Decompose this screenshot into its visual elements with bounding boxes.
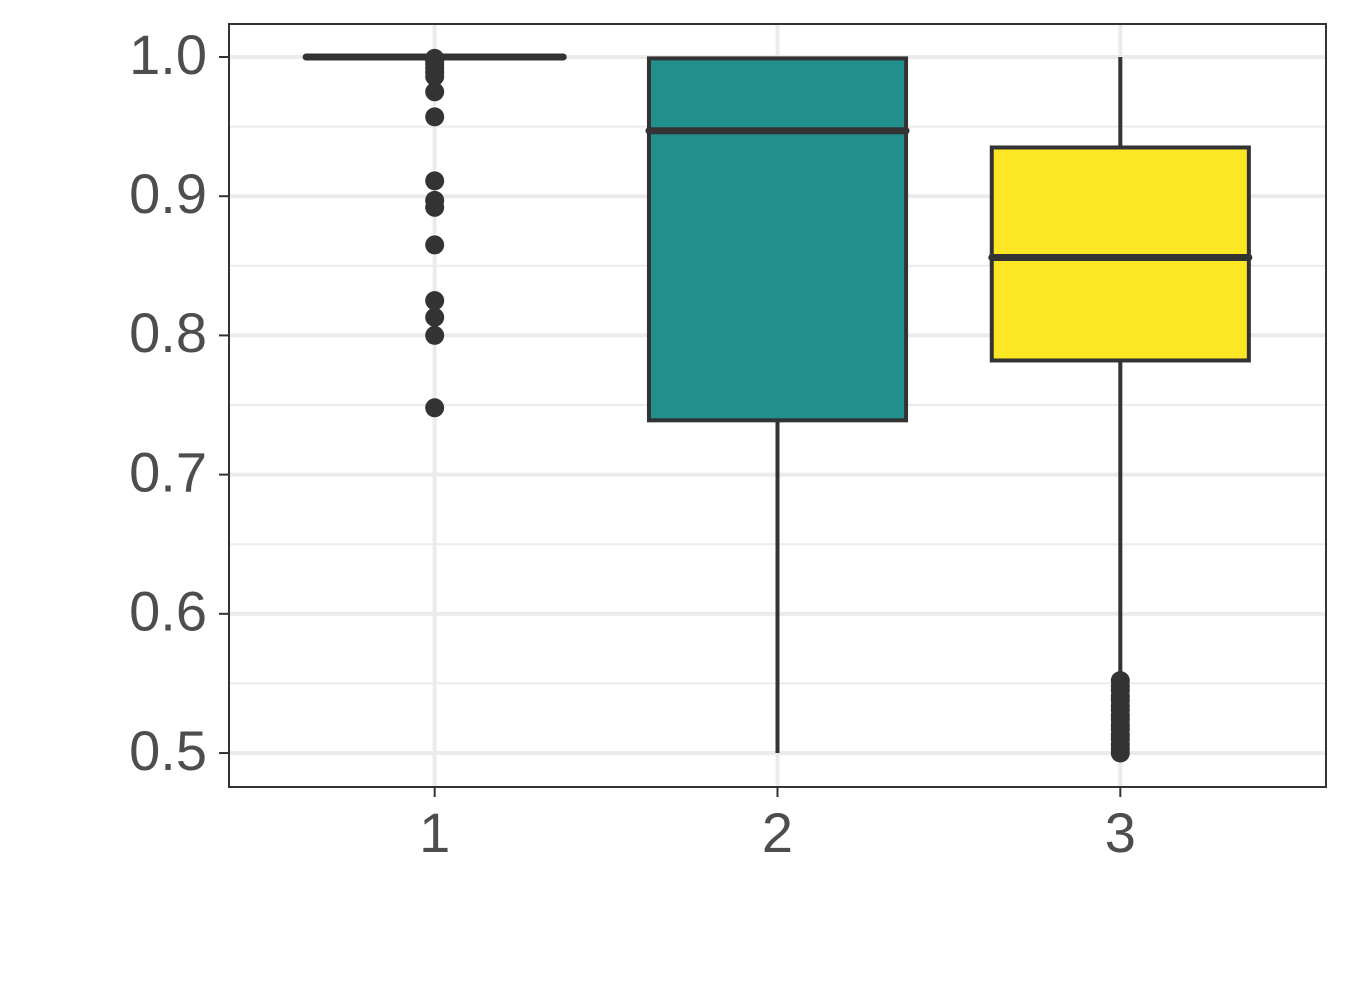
outlier <box>425 66 445 86</box>
outlier <box>425 398 445 418</box>
outlier <box>1110 743 1130 763</box>
outlier <box>425 171 445 191</box>
y-tick-label: 0.6 <box>129 580 207 643</box>
box <box>646 56 909 423</box>
outlier <box>425 197 445 217</box>
outlier <box>425 307 445 327</box>
outlier <box>425 291 445 311</box>
outlier <box>425 325 445 345</box>
plot-border <box>228 23 1327 788</box>
y-tick-label: 0.7 <box>129 440 207 503</box>
y-tick-label: 0.9 <box>129 162 207 225</box>
y-tick-label: 1.0 <box>129 23 207 86</box>
x-tick-label: 1 <box>419 801 450 864</box>
y-tick-label: 0.5 <box>129 719 207 782</box>
x-tick-label: 2 <box>762 801 793 864</box>
outlier <box>425 107 445 127</box>
x-tick-label: 3 <box>1105 801 1136 864</box>
outlier <box>425 235 445 255</box>
y-tick-label: 0.8 <box>129 301 207 364</box>
outlier <box>425 82 445 102</box>
